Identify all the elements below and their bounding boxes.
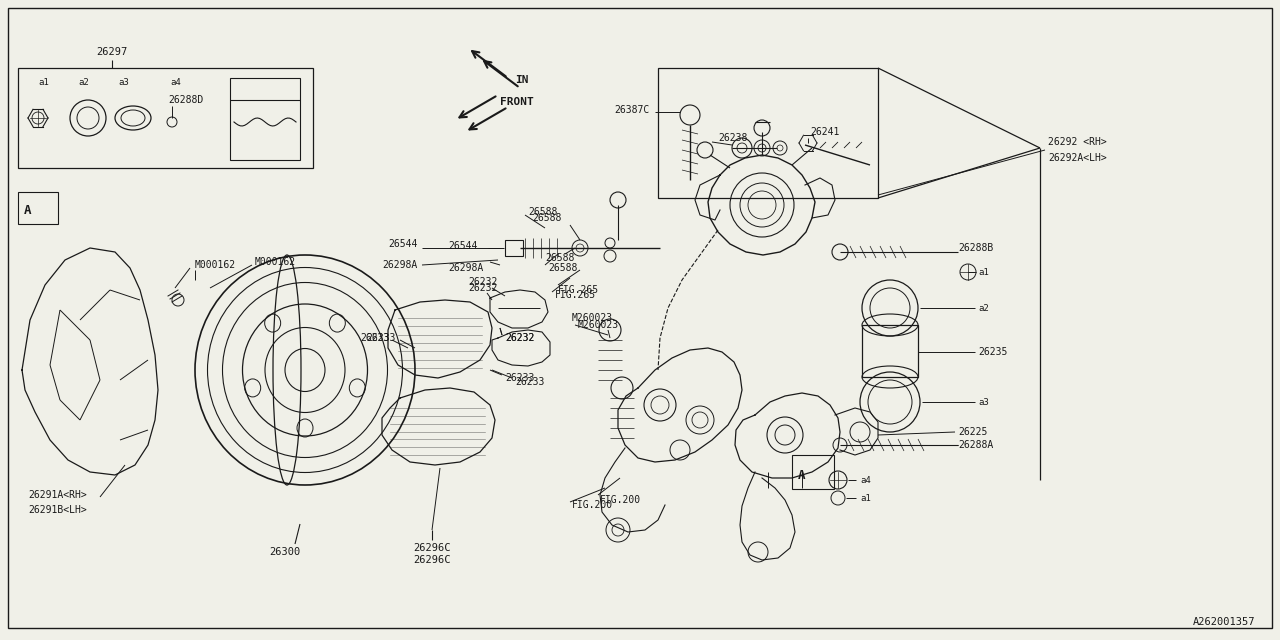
Text: M260023: M260023 — [579, 320, 620, 330]
Text: a1: a1 — [860, 493, 870, 502]
Text: 26298A: 26298A — [448, 263, 484, 273]
Text: 26233: 26233 — [361, 333, 390, 343]
Text: 26225: 26225 — [957, 427, 987, 437]
Text: IN: IN — [515, 75, 529, 85]
Text: a2: a2 — [78, 77, 88, 86]
Text: 26232: 26232 — [468, 283, 498, 293]
Text: A: A — [24, 204, 32, 216]
Bar — [230, 78, 300, 160]
Text: A262001357: A262001357 — [1193, 617, 1254, 627]
Text: 26233: 26233 — [366, 333, 396, 343]
Text: FRONT: FRONT — [500, 97, 534, 107]
Text: a4: a4 — [170, 77, 180, 86]
Text: 26544: 26544 — [448, 241, 477, 251]
Text: 26235: 26235 — [978, 347, 1007, 357]
Text: 26288D: 26288D — [168, 95, 204, 105]
Text: 26544: 26544 — [389, 239, 419, 249]
Text: 26588: 26588 — [532, 213, 562, 223]
Text: 26291B<LH>: 26291B<LH> — [28, 505, 87, 515]
Text: 26588: 26588 — [529, 207, 557, 217]
Text: 26292 <RH>: 26292 <RH> — [1048, 137, 1107, 147]
Bar — [861, 325, 918, 377]
Text: 26300: 26300 — [269, 547, 301, 557]
Text: 26297: 26297 — [96, 47, 128, 57]
Text: 26588: 26588 — [545, 253, 575, 263]
Text: a1: a1 — [38, 77, 49, 86]
Text: 26387C: 26387C — [614, 105, 650, 115]
Text: a4: a4 — [860, 476, 870, 484]
Text: 26292A<LH>: 26292A<LH> — [1048, 153, 1107, 163]
Text: 26298A: 26298A — [383, 260, 419, 270]
Text: M000162: M000162 — [195, 260, 236, 270]
Text: FIG.200: FIG.200 — [572, 500, 613, 510]
Text: 26588: 26588 — [548, 263, 577, 273]
Text: 26288B: 26288B — [957, 243, 993, 253]
Text: 26288A: 26288A — [957, 440, 993, 450]
Bar — [506, 240, 524, 256]
Bar — [658, 68, 878, 198]
Text: a1: a1 — [978, 268, 988, 276]
Bar — [18, 192, 58, 224]
Text: FIG.200: FIG.200 — [600, 495, 641, 505]
Text: FIG.265: FIG.265 — [558, 285, 599, 295]
Text: 26241: 26241 — [810, 127, 840, 137]
Text: a2: a2 — [978, 303, 988, 312]
Bar — [18, 68, 314, 168]
Text: 26232: 26232 — [506, 333, 534, 343]
Text: FIG.265: FIG.265 — [556, 290, 596, 300]
Text: 26232: 26232 — [506, 333, 534, 343]
Text: 26296C: 26296C — [413, 555, 451, 565]
Text: A: A — [797, 468, 805, 481]
Text: 26232: 26232 — [468, 277, 498, 287]
Text: a3: a3 — [118, 77, 129, 86]
Text: M000162: M000162 — [255, 257, 296, 267]
Bar — [792, 455, 835, 489]
Text: 26291A<RH>: 26291A<RH> — [28, 490, 87, 500]
Text: 26296C: 26296C — [413, 543, 451, 553]
Text: 26233: 26233 — [506, 373, 534, 383]
Text: 26238: 26238 — [718, 133, 748, 143]
Text: 26233: 26233 — [515, 377, 544, 387]
Text: M260023: M260023 — [572, 313, 613, 323]
Text: a3: a3 — [978, 397, 988, 406]
